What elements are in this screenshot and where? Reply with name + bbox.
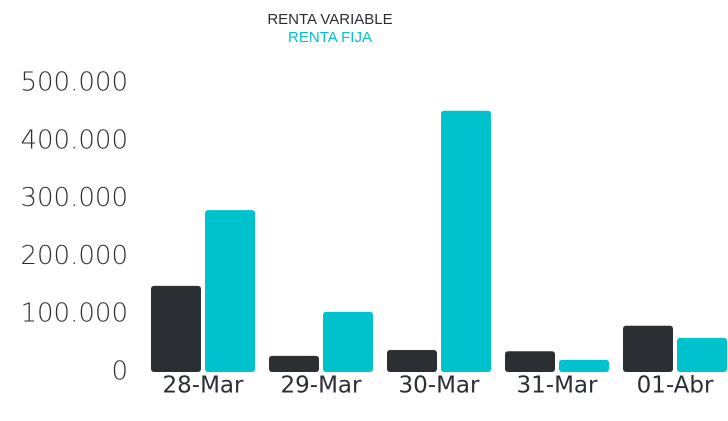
y-tick-label: 300.000 <box>20 183 128 213</box>
bar <box>623 325 673 372</box>
legend-label: RENTA VARIABLE <box>267 11 392 28</box>
y-tick-label: 100.000 <box>20 299 128 329</box>
y-tick-label: 500.000 <box>20 68 128 98</box>
y-tick-label: 400.000 <box>20 125 128 155</box>
bar <box>387 350 437 372</box>
bar <box>205 210 255 372</box>
x-tick-label: 29-Mar <box>281 373 363 399</box>
x-tick-label: 31-Mar <box>517 373 599 399</box>
bar <box>269 355 319 372</box>
legend-label: RENTA FIJA <box>288 29 372 46</box>
y-tick-label: 0 <box>111 357 128 387</box>
bar <box>323 311 373 372</box>
bar <box>505 351 555 372</box>
bar <box>441 110 491 372</box>
x-tick-label: 30-Mar <box>399 373 481 399</box>
x-tick-label: 28-Mar <box>163 373 245 399</box>
bar <box>559 359 609 372</box>
bar <box>677 337 727 372</box>
y-tick-label: 200.000 <box>20 241 128 271</box>
bar <box>151 285 201 372</box>
x-tick-label: 01-Abr <box>637 373 714 399</box>
